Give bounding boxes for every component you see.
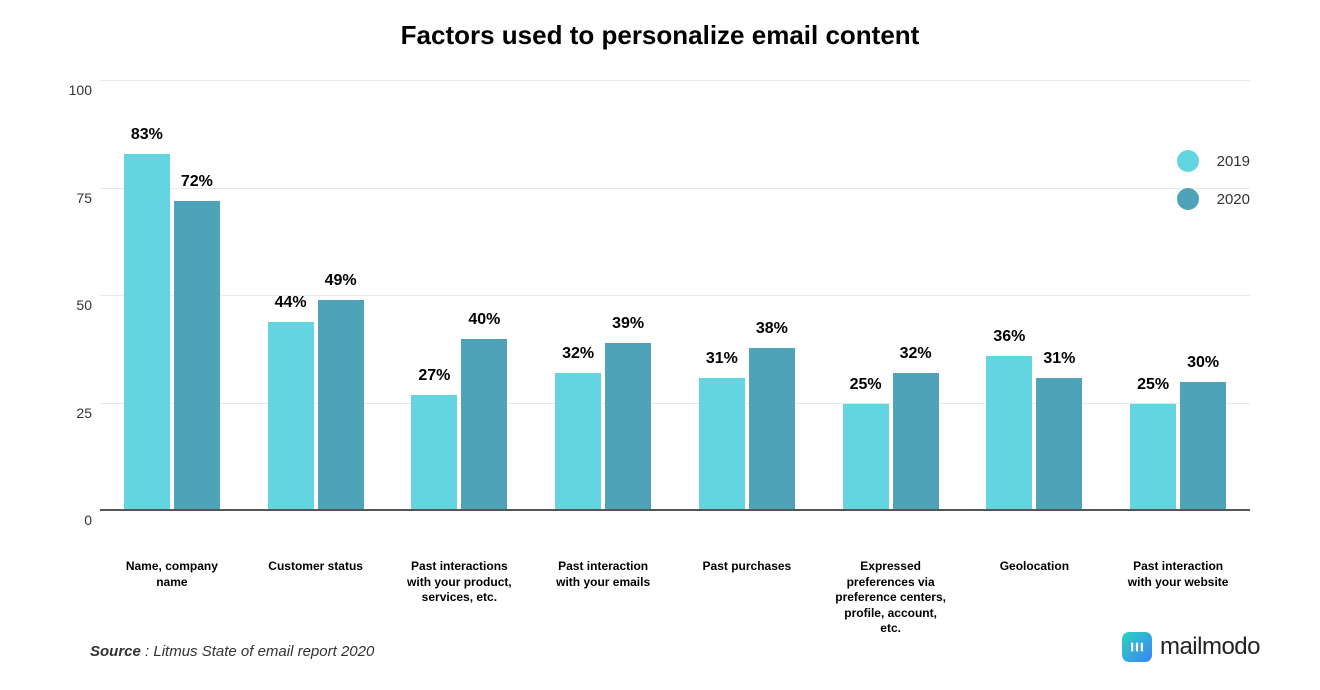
baseline xyxy=(100,509,1250,511)
bar-group: 31%38% xyxy=(687,81,807,511)
bar-group: 36%31% xyxy=(974,81,1094,511)
bar-value-label: 40% xyxy=(468,311,500,329)
y-tick: 100 xyxy=(69,82,92,98)
plot-area: 83%72%44%49%27%40%32%39%31%38%25%32%36%3… xyxy=(100,81,1250,511)
x-axis-label: Past interaction with your emails xyxy=(543,551,663,637)
bars-area: 83%72%44%49%27%40%32%39%31%38%25%32%36%3… xyxy=(100,81,1250,511)
y-axis: 0255075100 xyxy=(50,81,100,511)
chart-title: Factors used to personalize email conten… xyxy=(50,20,1270,51)
bar-value-label: 31% xyxy=(1043,350,1075,368)
bar: 39% xyxy=(605,343,651,511)
source-label: Source xyxy=(90,643,141,660)
bar: 31% xyxy=(699,378,745,511)
bar-group: 83%72% xyxy=(112,81,232,511)
y-tick: 50 xyxy=(76,297,92,313)
bar: 30% xyxy=(1180,382,1226,511)
bar: 25% xyxy=(1130,404,1176,512)
bar: 32% xyxy=(555,373,601,511)
legend-label: 2019 xyxy=(1217,153,1250,170)
legend-item: 2020 xyxy=(1177,188,1250,210)
bar-value-label: 72% xyxy=(181,173,213,191)
x-axis-label: Expressed preferences via preference cen… xyxy=(831,551,951,637)
source-citation: Source : Litmus State of email report 20… xyxy=(90,643,374,660)
bar-value-label: 27% xyxy=(418,367,450,385)
x-axis-labels: Name, company name Customer status Past in… xyxy=(100,551,1250,637)
bar: 36% xyxy=(986,356,1032,511)
source-text: : Litmus State of email report 2020 xyxy=(141,643,374,660)
bar-value-label: 44% xyxy=(275,294,307,312)
y-tick: 75 xyxy=(76,190,92,206)
legend-label: 2020 xyxy=(1217,191,1250,208)
bar: 32% xyxy=(893,373,939,511)
x-axis-label: Geolocation xyxy=(974,551,1094,637)
plot-wrap: 0255075100 83%72%44%49%27%40%32%39%31%38… xyxy=(50,81,1270,551)
bar-value-label: 25% xyxy=(1137,376,1169,394)
y-tick: 0 xyxy=(84,512,92,528)
bar-value-label: 25% xyxy=(850,376,882,394)
bar-value-label: 32% xyxy=(562,345,594,363)
bar-value-label: 32% xyxy=(900,345,932,363)
mailmodo-icon xyxy=(1122,632,1152,662)
bar-group: 27%40% xyxy=(399,81,519,511)
bar: 25% xyxy=(843,404,889,512)
bar-value-label: 30% xyxy=(1187,354,1219,372)
x-axis-label: Past purchases xyxy=(687,551,807,637)
bar-value-label: 36% xyxy=(993,328,1025,346)
bar-group: 32%39% xyxy=(543,81,663,511)
bar-value-label: 83% xyxy=(131,126,163,144)
legend-dot xyxy=(1177,188,1199,210)
bar: 38% xyxy=(749,348,795,511)
chart-container: Factors used to personalize email conten… xyxy=(0,0,1320,690)
bar: 49% xyxy=(318,300,364,511)
x-axis-label: Name, company name xyxy=(112,551,232,637)
bar: 31% xyxy=(1036,378,1082,511)
brand-name: mailmodo xyxy=(1160,633,1260,661)
bar-group: 25%30% xyxy=(1118,81,1238,511)
bar: 44% xyxy=(268,322,314,511)
x-axis-label: Past interactions with your product, ser… xyxy=(399,551,519,637)
bar: 83% xyxy=(124,154,170,511)
bar-value-label: 31% xyxy=(706,350,738,368)
bar: 27% xyxy=(411,395,457,511)
bar-value-label: 38% xyxy=(756,320,788,338)
y-tick: 25 xyxy=(76,405,92,421)
x-axis-label: Past interaction with your website xyxy=(1118,551,1238,637)
legend-dot xyxy=(1177,150,1199,172)
brand-logo: mailmodo xyxy=(1122,632,1260,662)
legend: 2019 2020 xyxy=(1177,150,1250,226)
x-axis-label: Customer status xyxy=(256,551,376,637)
bar-value-label: 39% xyxy=(612,315,644,333)
bar-group: 44%49% xyxy=(256,81,376,511)
bar: 72% xyxy=(174,201,220,511)
bar: 40% xyxy=(461,339,507,511)
bar-group: 25%32% xyxy=(831,81,951,511)
bar-value-label: 49% xyxy=(325,272,357,290)
legend-item: 2019 xyxy=(1177,150,1250,172)
